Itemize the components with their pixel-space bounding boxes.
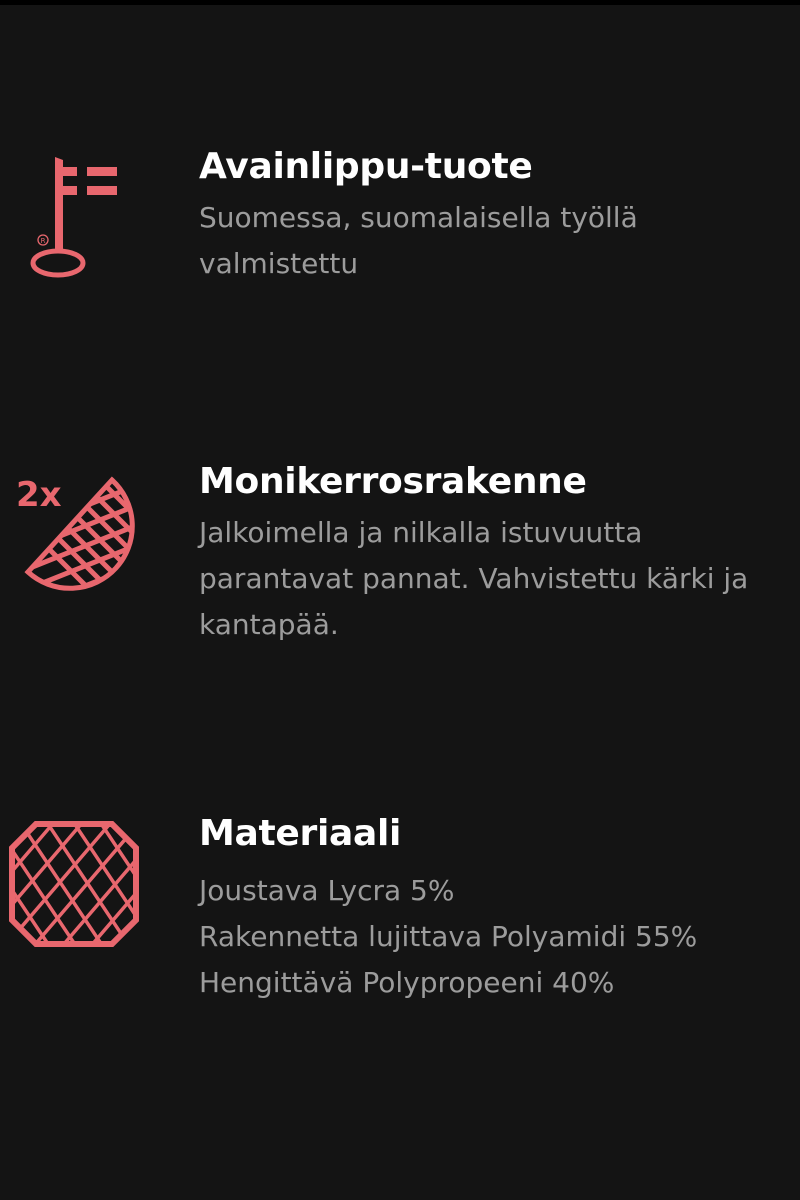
feature-description: Suomessa, suomalaisella työllä valmistet… [199, 201, 638, 280]
material-line: Rakennetta lujittava Polyamidi 55% [199, 920, 698, 953]
material-list: Joustava Lycra 5% Rakennetta lujittava P… [199, 868, 790, 1006]
feature-description: Jalkoimella ja nilkalla istuvuutta paran… [199, 516, 749, 641]
feature-title: Monikerrosrakenne [199, 461, 587, 502]
feature-title: Materiaali [199, 813, 402, 854]
multilayer-2x-icon: 2x [16, 475, 135, 591]
material-line: Joustava Lycra 5% [199, 874, 455, 907]
icon-label: 2x [16, 475, 62, 515]
material-line: Hengittävä Polypropeeni 40% [199, 966, 615, 999]
top-bar [0, 0, 800, 5]
key-flag-icon: R [30, 157, 117, 278]
feature-title: Avainlippu-tuote [199, 146, 533, 187]
material-mesh-icon [9, 821, 139, 947]
svg-text:R: R [41, 237, 46, 245]
